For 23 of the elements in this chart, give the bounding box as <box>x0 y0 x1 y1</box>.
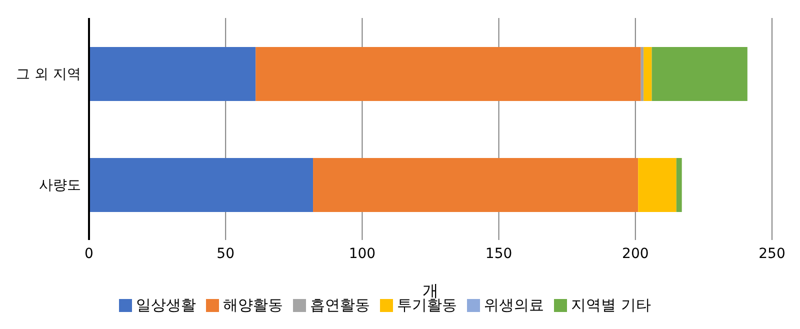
legend-label: 일상생활 <box>136 296 196 314</box>
x-tick-label: 250 <box>758 246 786 262</box>
bar <box>640 47 644 101</box>
x-tick-label: 50 <box>216 246 235 262</box>
legend-label: 위생의료 <box>484 296 544 314</box>
x-tick-label: 200 <box>622 246 649 262</box>
bar <box>638 158 676 212</box>
bar <box>676 158 682 212</box>
y-tick-label: 사량도 <box>39 177 81 194</box>
legend-label: 해양활동 <box>223 296 284 314</box>
x-axis-title: 개 <box>422 281 438 300</box>
legend-label: 흡연활동 <box>310 296 370 314</box>
bar <box>644 47 652 101</box>
bar <box>256 47 641 101</box>
x-tick-label: 150 <box>485 246 512 262</box>
bar <box>89 47 256 101</box>
x-tick-label: 100 <box>348 246 376 262</box>
x-tick-label: 0 <box>84 246 94 262</box>
y-tick-label: 그 외 지역 <box>16 66 81 82</box>
bar <box>313 158 638 212</box>
bar <box>89 158 314 212</box>
bar <box>652 47 748 101</box>
legend-label: 지역별 기타 <box>571 296 651 314</box>
